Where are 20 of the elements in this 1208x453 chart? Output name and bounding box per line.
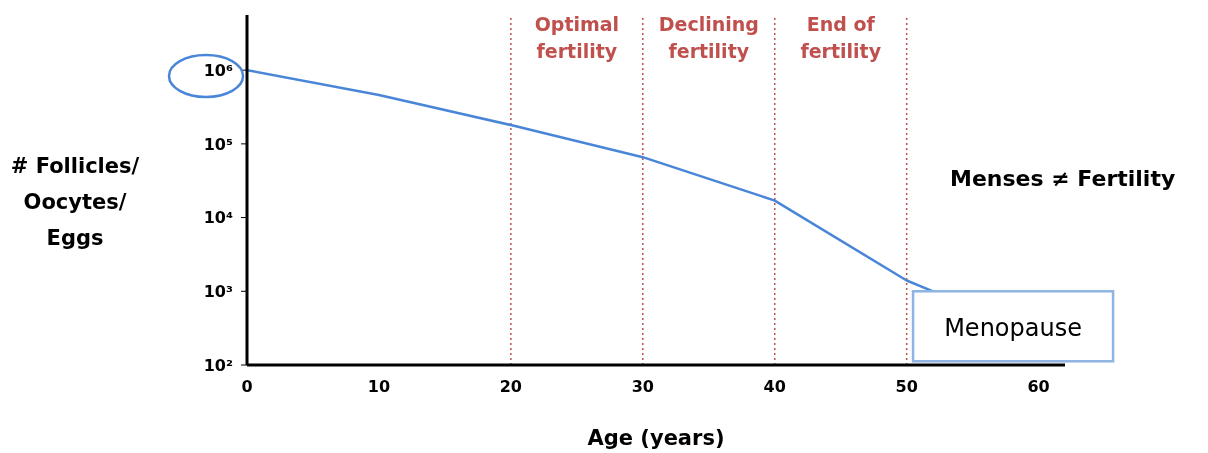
- x-tick-label: 20: [499, 377, 522, 397]
- x-tick-label: 10: [367, 377, 391, 397]
- y-tick-label: 10²: [203, 355, 233, 375]
- y-tick-label: 10⁴: [203, 208, 233, 228]
- x-tick-label: 30: [631, 377, 654, 397]
- annotation: Menses ≠ Fertility: [950, 166, 1177, 191]
- x-tick-label: 0: [241, 377, 253, 397]
- x-axis-title: Age (years): [587, 426, 725, 450]
- ref-line-label: End of fertility: [800, 13, 882, 62]
- line-series: [247, 68, 935, 293]
- y-tick-label: 10⁵: [203, 134, 233, 154]
- x-tick-label: 60: [1027, 377, 1050, 397]
- y-axis-title: # Follicles/ Oocytes/ Eggs: [9, 153, 141, 252]
- annotation: Menopause: [944, 314, 1082, 343]
- y-tick-label: 10⁶: [203, 60, 233, 80]
- ref-line-label: Declining fertility: [658, 13, 759, 62]
- y-tick-label: 10³: [203, 281, 233, 301]
- x-tick-label: 40: [763, 377, 786, 397]
- ref-line-label: Optimal fertility: [534, 13, 620, 62]
- x-tick-label: 50: [895, 377, 918, 397]
